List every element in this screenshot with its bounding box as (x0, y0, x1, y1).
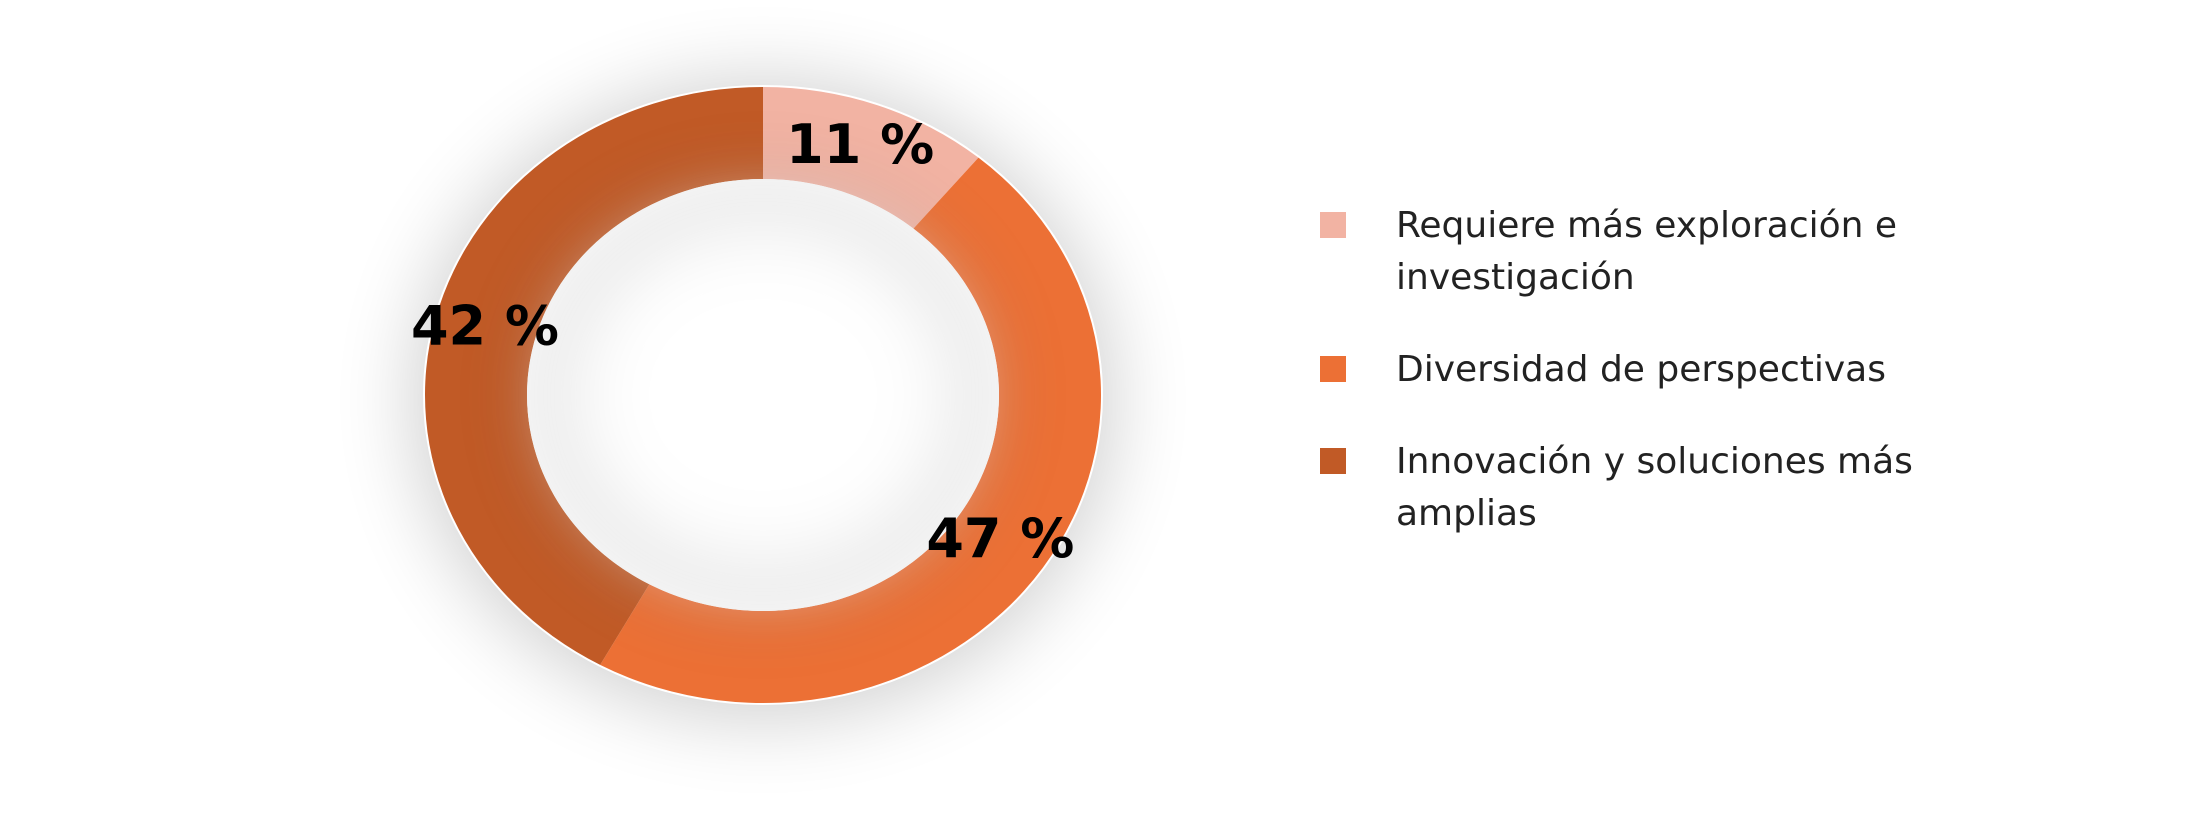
legend-swatch (1320, 356, 1346, 382)
slice (763, 87, 979, 229)
legend-label: Diversidad de perspectivas (1396, 349, 1886, 390)
legend-swatch (1320, 212, 1346, 238)
slice (425, 87, 763, 665)
legend-item: Innovación y soluciones más amplias (1320, 436, 2020, 540)
value-label: 42 % (411, 294, 559, 357)
value-label: 47 % (926, 507, 1074, 570)
slice (600, 157, 1101, 704)
legend-swatch (1320, 448, 1346, 474)
value-label: 11 % (786, 113, 934, 176)
slices (425, 87, 1101, 704)
legend-item: Diversidad de perspectivas (1320, 344, 2020, 396)
labels: 11 % 47 % 42 % (411, 113, 1074, 570)
legend-label: Requiere más exploración e investigación (1396, 205, 1898, 298)
legend-item: Requiere más exploración e investigación (1320, 200, 2020, 304)
legend-label: Innovación y soluciones más amplias (1396, 441, 1913, 534)
legend: Requiere más exploración e investigación… (1320, 200, 2020, 580)
hole-center (563, 215, 963, 575)
